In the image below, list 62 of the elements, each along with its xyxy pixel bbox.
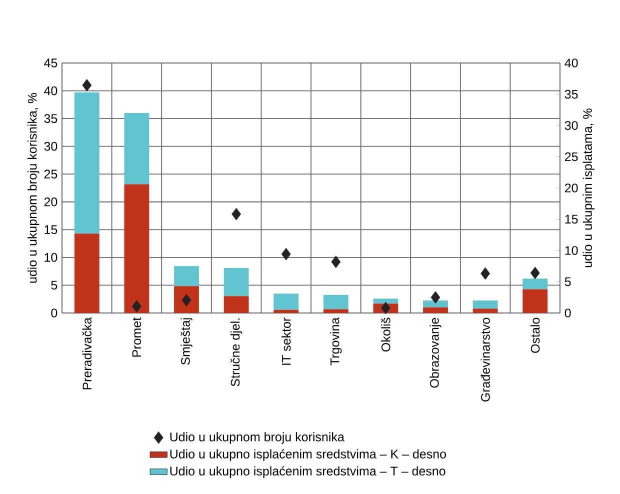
legend-label: Udio u ukupno isplaćenim sredstvima – T – desno xyxy=(170,466,446,478)
point xyxy=(82,79,92,92)
bar xyxy=(423,307,448,313)
y-axis-title: udio u ukupnom broju korisnika, % xyxy=(28,92,40,283)
y2-tick-label: 15 xyxy=(565,214,578,224)
point xyxy=(530,266,540,280)
y-tick-label: 5 xyxy=(51,280,58,290)
bar xyxy=(124,112,150,184)
bar xyxy=(224,268,249,296)
bar xyxy=(522,289,548,313)
y2-tick-label: 5 xyxy=(564,277,571,286)
point xyxy=(480,267,490,280)
y2-tick-label: 35 xyxy=(564,90,578,99)
bar xyxy=(74,92,100,234)
x-tick-label: Stručne djel. xyxy=(230,318,242,386)
bar xyxy=(224,296,249,313)
bar xyxy=(472,300,498,309)
bar xyxy=(74,234,100,313)
y2-tick-label: 10 xyxy=(565,246,578,255)
y2-tick-label: 25 xyxy=(565,152,578,162)
x-tick-label: IT sektor xyxy=(282,318,291,365)
point xyxy=(281,248,291,260)
legend-label: Udio u ukupnom broju korisnika xyxy=(170,432,344,444)
x-tick-label: Okoliš xyxy=(381,318,390,352)
x-tick-label: Trgovina xyxy=(330,317,342,366)
x-tick-label: Građevinarstvo xyxy=(480,318,490,402)
y-tick-label: 10 xyxy=(44,253,58,262)
bar xyxy=(323,309,348,313)
y2-tick-label: 0 xyxy=(564,308,571,318)
y-tick-label: 40 xyxy=(44,86,58,96)
legend-label: Udio u ukupno isplaćenim sredstvima – K – desno xyxy=(170,449,446,461)
x-tick-label: Promet xyxy=(132,317,142,357)
y2-tick-label: 40 xyxy=(564,58,578,68)
y-tick-label: 0 xyxy=(51,308,58,318)
x-tick-label: Obrazovanje xyxy=(430,318,442,388)
point xyxy=(381,302,390,314)
bar xyxy=(174,286,199,313)
point xyxy=(430,291,440,304)
y-tick-label: 30 xyxy=(44,142,58,151)
x-tick-label: Smještaj xyxy=(180,318,192,365)
bar xyxy=(174,266,199,286)
y-tick-label: 20 xyxy=(44,197,58,206)
bar xyxy=(423,300,448,308)
point xyxy=(232,208,242,220)
bar xyxy=(124,184,150,313)
bar xyxy=(472,308,498,313)
y2-axis-title: udio u ukupnim isplatama, % xyxy=(582,108,594,268)
bar xyxy=(323,294,348,310)
x-tick-label: Preradivačka xyxy=(82,317,92,390)
bar xyxy=(373,298,398,304)
y-tick-label: 25 xyxy=(44,170,58,179)
bar xyxy=(274,294,299,310)
y2-tick-label: 20 xyxy=(565,184,578,192)
y-tick-label: 15 xyxy=(44,225,58,234)
point xyxy=(132,300,142,313)
bar xyxy=(522,278,548,290)
point xyxy=(331,256,341,268)
y-tick-label: 35 xyxy=(44,114,58,123)
y-tick-label: 45 xyxy=(44,58,58,68)
x-tick-label: Ostalo xyxy=(530,318,540,353)
bar xyxy=(274,310,299,313)
y2-tick-label: 30 xyxy=(564,121,578,130)
